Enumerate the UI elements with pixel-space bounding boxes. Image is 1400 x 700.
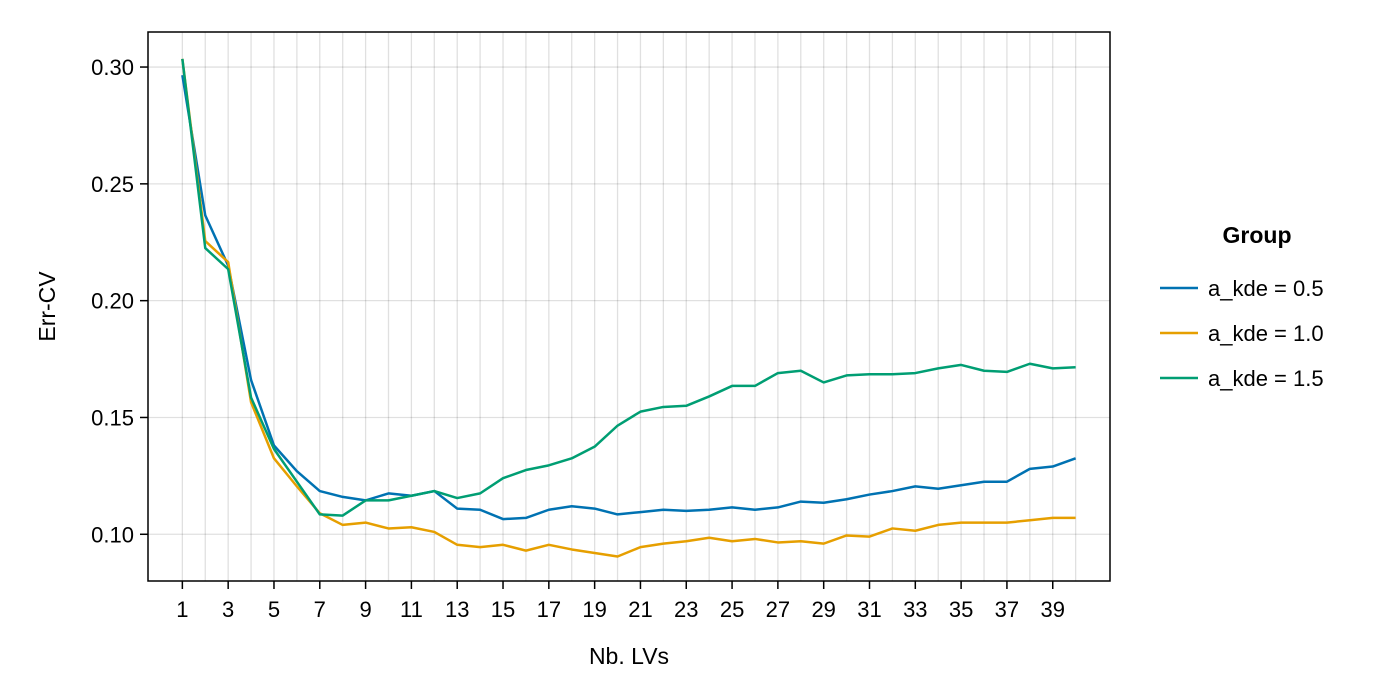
x-tick-label: 35 — [949, 597, 973, 622]
x-axis-title: Nb. LVs — [589, 643, 669, 669]
legend-label-1: a_kde = 0.5 — [1208, 276, 1324, 301]
x-tick-label: 17 — [537, 597, 561, 622]
legend: Group a_kde = 0.5 a_kde = 1.0 a_kde = 1.5 — [1160, 222, 1324, 391]
series-lines — [181, 58, 1077, 558]
x-tick-label: 15 — [491, 597, 515, 622]
y-tick-label: 0.30 — [91, 55, 134, 80]
x-tick-label: 9 — [359, 597, 371, 622]
legend-title: Group — [1223, 222, 1292, 248]
legend-label-3: a_kde = 1.5 — [1208, 366, 1324, 391]
series-line-3 — [181, 58, 1076, 517]
y-tick-label: 0.10 — [91, 522, 134, 547]
x-tick-label: 31 — [857, 597, 881, 622]
plot-frame — [147, 31, 1111, 582]
x-tick-label: 5 — [268, 597, 280, 622]
y-axis-title: Err-CV — [34, 271, 60, 342]
x-tick-label: 3 — [222, 597, 234, 622]
legend-items: a_kde = 0.5 a_kde = 1.0 a_kde = 1.5 — [1160, 276, 1324, 391]
legend-label-2: a_kde = 1.0 — [1208, 321, 1324, 346]
x-tick-label: 21 — [628, 597, 652, 622]
x-tick-label: 19 — [582, 597, 606, 622]
x-tick-label: 33 — [903, 597, 927, 622]
y-tick-label: 0.15 — [91, 405, 134, 430]
x-tick-label: 7 — [314, 597, 326, 622]
y-tick-label: 0.25 — [91, 172, 134, 197]
series-line-2 — [181, 58, 1076, 558]
x-tick-label: 13 — [445, 597, 469, 622]
axis-ticks: 1 3 5 7 9 11 13 15 17 19 21 23 25 27 29 31 33 35 37 390.100… — [91, 55, 1065, 622]
x-tick-label: 11 — [400, 597, 423, 622]
x-tick-label: 23 — [674, 597, 698, 622]
x-tick-label: 37 — [995, 597, 1019, 622]
grid — [148, 32, 1110, 581]
x-tick-label: 1 — [176, 597, 188, 622]
x-tick-label: 39 — [1040, 597, 1064, 622]
x-tick-label: 27 — [766, 597, 790, 622]
y-tick-label: 0.20 — [91, 289, 134, 314]
x-tick-label: 29 — [811, 597, 835, 622]
series-line-1 — [181, 75, 1077, 521]
x-tick-label: 25 — [720, 597, 744, 622]
